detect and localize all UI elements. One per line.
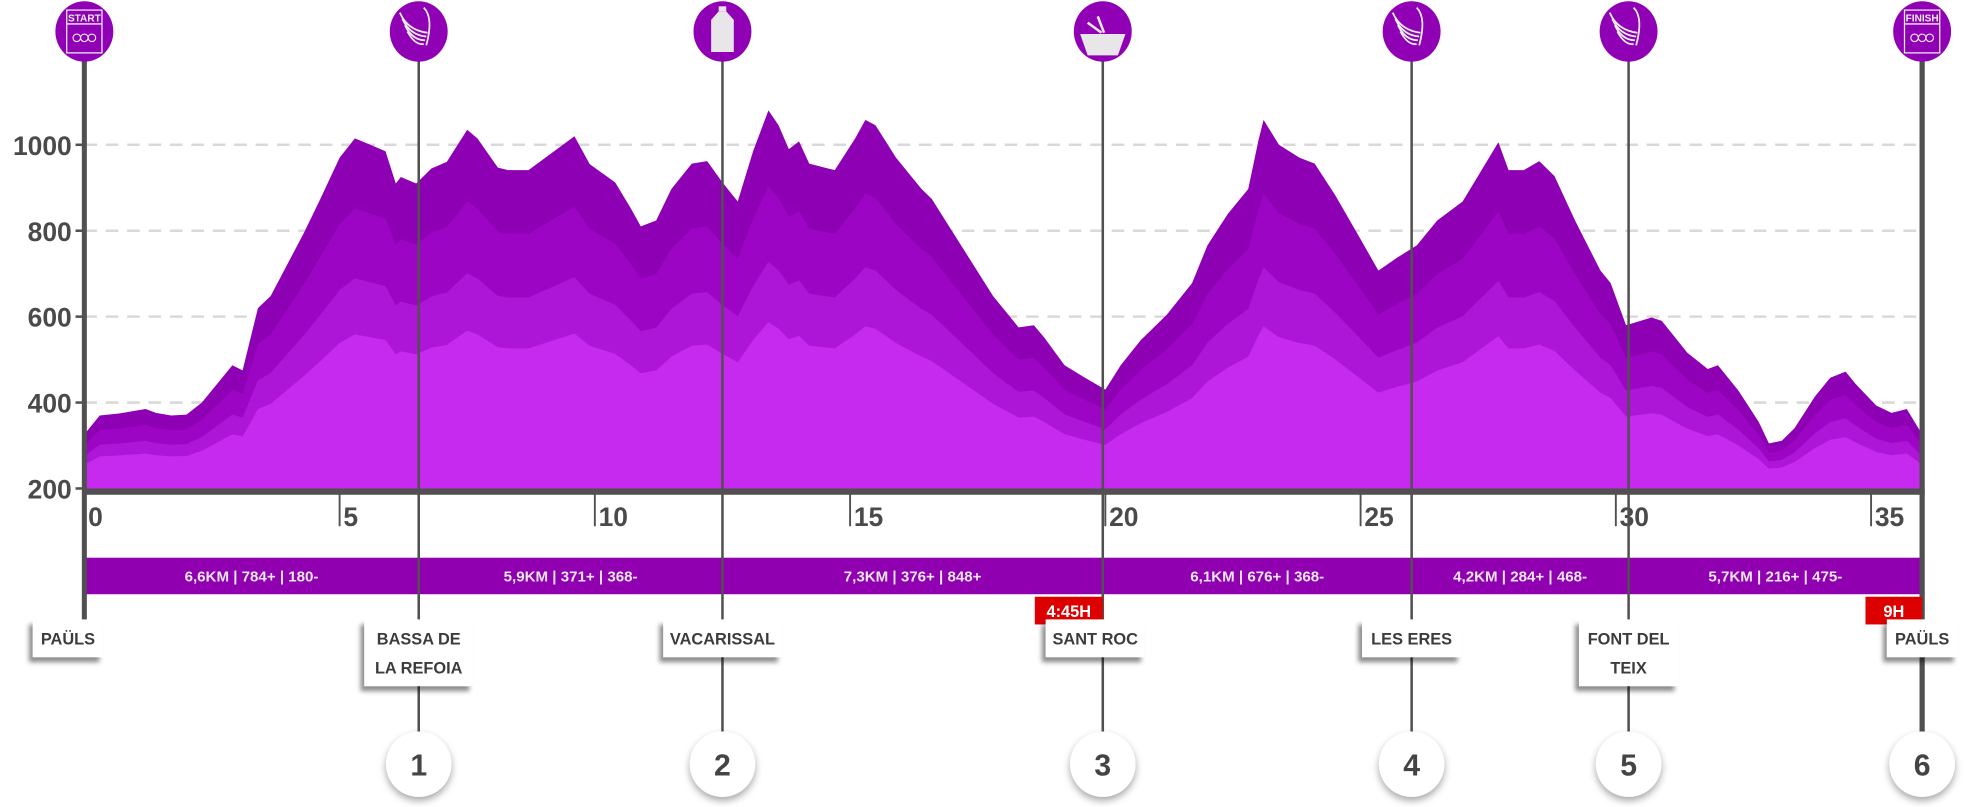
bowl xyxy=(1080,34,1126,56)
station-6: FONT DEL TEIX 5 xyxy=(1578,1,1679,797)
station-name: BASSA DE xyxy=(377,631,461,649)
banana-stroke xyxy=(1616,31,1634,46)
banana-stroke xyxy=(404,24,426,42)
station-name: LA REFOIA xyxy=(375,660,463,678)
icon-text: FINISH xyxy=(1906,13,1939,24)
station-4: 4:45H SANT ROC 3 xyxy=(1034,1,1145,797)
station-name: PAÜLS xyxy=(41,630,95,649)
station-label-box xyxy=(1578,619,1679,687)
person-icon xyxy=(87,33,97,43)
x-tick-label: 35 xyxy=(1875,502,1904,532)
segment-label: 7,3KM | 376+ | 848+ xyxy=(844,569,982,586)
icon-circle xyxy=(1893,1,1952,62)
finish-icon: FINISH xyxy=(1893,1,1952,62)
y-tick-label: 1000 xyxy=(13,131,72,161)
station-number-circle xyxy=(1378,731,1445,797)
station-label-box xyxy=(1886,619,1958,658)
banana-stroke xyxy=(1397,24,1418,42)
segment-label: 5,7KM | 216+ | 475- xyxy=(1708,569,1842,586)
chopstick xyxy=(1096,15,1106,34)
start-icon: START xyxy=(55,1,114,62)
profile-areas xyxy=(84,110,1923,489)
banana-stroke xyxy=(1608,12,1638,34)
x-tick-label: 0 xyxy=(88,502,103,532)
station-1: START PAÜLS xyxy=(32,1,114,658)
station-name: TEIX xyxy=(1610,660,1646,678)
station-label-box xyxy=(1045,619,1145,658)
banana-stroke xyxy=(423,6,431,46)
segment-label: 5,9KM | 371+ | 368- xyxy=(504,569,638,586)
banana-stroke xyxy=(399,12,428,34)
station-number-circle xyxy=(1595,731,1662,797)
banana-stroke xyxy=(1394,18,1420,38)
bananas-icon xyxy=(1382,1,1441,62)
time-label: 4:45H xyxy=(1047,603,1092,621)
segment-label: 4,2KM | 284+ | 468- xyxy=(1453,569,1587,586)
banana-stroke xyxy=(1632,6,1641,46)
banner-frame xyxy=(66,9,103,54)
x-tick-label: 30 xyxy=(1620,502,1649,532)
person-icon xyxy=(1925,33,1935,43)
y-tick-label: 800 xyxy=(28,217,72,247)
station-label-box xyxy=(32,619,104,658)
banana-stroke xyxy=(1399,31,1417,46)
station-name: FONT DEL xyxy=(1588,631,1670,649)
profile-band-4 xyxy=(84,322,1923,489)
segment-label: 6,1KM | 676+ | 368- xyxy=(1190,569,1324,586)
station-label-box xyxy=(1362,619,1462,658)
station-name: VACARISSAL xyxy=(670,631,775,649)
station-number: 6 xyxy=(1914,750,1931,783)
station-number-circle xyxy=(385,731,452,797)
y-tick-label: 600 xyxy=(28,303,72,333)
station-7: FINISH 9H PAÜLS 6 xyxy=(1865,1,1958,797)
station-number-circle xyxy=(1889,731,1955,797)
banner-frame xyxy=(1903,9,1941,54)
x-tick-label: 25 xyxy=(1364,502,1393,532)
time-label: 9H xyxy=(1883,603,1904,621)
banana-stroke xyxy=(406,31,424,46)
station-number: 1 xyxy=(410,750,427,783)
y-tick-label: 200 xyxy=(28,475,72,505)
station-number: 4 xyxy=(1403,750,1420,783)
station-3: VACARISSAL 2 xyxy=(663,1,782,797)
station-number: 3 xyxy=(1094,750,1111,783)
x-tick-label: 10 xyxy=(599,502,628,532)
station-name: PAÜLS xyxy=(1895,630,1949,649)
x-tick-label: 5 xyxy=(343,502,358,532)
segment-label: 6,6KM | 784+ | 180- xyxy=(185,569,319,586)
station-number: 5 xyxy=(1620,750,1637,783)
bottle-cap xyxy=(718,6,727,12)
segment-bar xyxy=(84,557,1923,595)
bananas-icon xyxy=(1599,1,1658,62)
station-number: 2 xyxy=(714,750,731,783)
stations: START PAÜLS BASSA DE LA REFOIA 1 VACARISSAL 2 4… xyxy=(32,1,1958,797)
banana-stroke xyxy=(1391,12,1421,34)
x-axis-line xyxy=(84,488,1925,495)
food-bowl-icon xyxy=(1073,1,1132,62)
banana-stroke xyxy=(1416,6,1424,46)
y-tick-label: 400 xyxy=(28,389,72,419)
icon-circle xyxy=(55,1,114,62)
station-number-circle xyxy=(689,731,756,797)
station-label-box xyxy=(364,619,474,687)
banana-stroke xyxy=(1613,24,1635,42)
station-2: BASSA DE LA REFOIA 1 xyxy=(364,1,474,797)
banana-stroke xyxy=(1611,18,1637,38)
water-bottle-icon xyxy=(693,1,752,62)
x-tick-label: 15 xyxy=(854,502,883,532)
bottle-body xyxy=(711,11,734,52)
bananas-icon xyxy=(389,1,448,62)
station-label-box xyxy=(663,619,782,658)
station-name: LES ERES xyxy=(1371,631,1452,649)
axes: 200 400 600 800 1000 0 5 10 15 20 25 30 35 6,6KM | 78… xyxy=(13,131,1925,595)
station-name: SANT ROC xyxy=(1053,631,1139,649)
station-number-circle xyxy=(1070,731,1136,797)
chopstick xyxy=(1086,21,1103,34)
x-tick-label: 20 xyxy=(1109,502,1138,532)
icon-text: START xyxy=(68,13,102,24)
banana-stroke xyxy=(401,18,427,38)
station-5: LES ERES 4 xyxy=(1362,1,1462,797)
